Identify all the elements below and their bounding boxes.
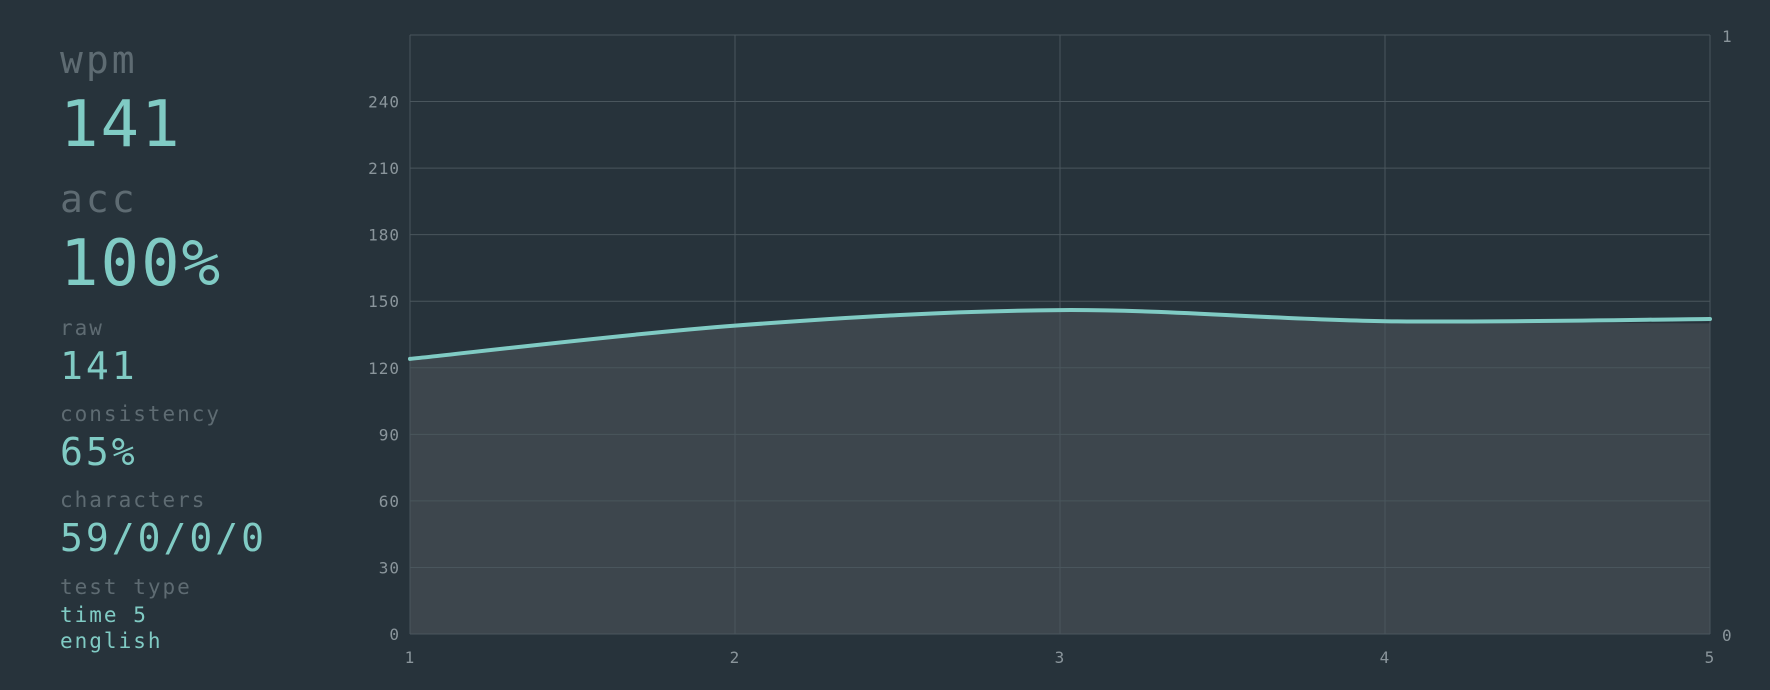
- consistency-label: consistency: [60, 402, 222, 426]
- wpm-label: wpm: [60, 38, 138, 82]
- y2-tick-label: 0: [1722, 626, 1733, 645]
- y-tick-label: 120: [368, 359, 400, 378]
- characters-label: characters: [60, 488, 207, 512]
- raw-label: raw: [60, 316, 104, 340]
- characters-value: 59/0/0/0: [60, 516, 268, 560]
- acc-value: 100%: [60, 227, 223, 301]
- y2-tick-label: 1: [1722, 27, 1733, 46]
- x-tick-label: 5: [1705, 648, 1716, 667]
- wpm-value: 141: [60, 88, 182, 162]
- y-tick-label: 240: [368, 93, 400, 112]
- test-type-mode: time 5: [60, 603, 148, 627]
- consistency-value: 65%: [60, 430, 138, 474]
- y-tick-label: 150: [368, 292, 400, 311]
- test-type-label: test type: [60, 575, 192, 599]
- y-tick-label: 0: [389, 625, 400, 644]
- test-type-language: english: [60, 629, 163, 653]
- raw-value: 141: [60, 344, 138, 388]
- y-tick-label: 30: [379, 558, 400, 577]
- y-tick-label: 210: [368, 159, 400, 178]
- y-tick-label: 90: [379, 425, 400, 444]
- y-tick-label: 180: [368, 226, 400, 245]
- x-tick-label: 4: [1380, 648, 1391, 667]
- wpm-line: [408, 308, 1712, 361]
- y-tick-label: 60: [379, 492, 400, 511]
- x-tick-label: 1: [405, 648, 416, 667]
- x-tick-label: 3: [1055, 648, 1066, 667]
- x-tick-label: 2: [730, 648, 741, 667]
- acc-label: acc: [60, 177, 138, 221]
